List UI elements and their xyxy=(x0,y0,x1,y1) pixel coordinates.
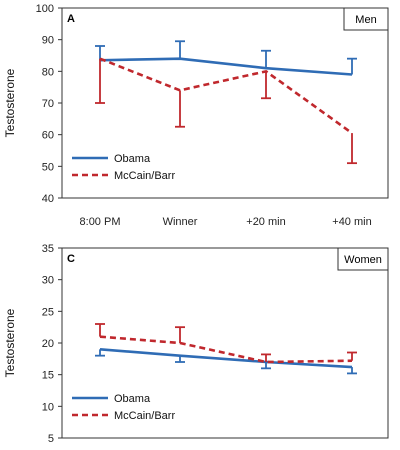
y-tick-label: 20 xyxy=(42,338,54,350)
series-obama xyxy=(95,40,357,76)
panel-tag: Men xyxy=(355,14,376,26)
plot-frame xyxy=(61,7,389,199)
x-tick-label: 8:00 PM xyxy=(80,216,121,228)
y-axis-title: Testosterone xyxy=(3,68,17,137)
x-tick-label: Winner xyxy=(163,216,198,228)
y-tick-label: 40 xyxy=(42,193,54,205)
y-axis-title: Testosterone xyxy=(3,308,17,377)
series-obama xyxy=(95,348,357,375)
series-line xyxy=(99,348,353,369)
legend: Obama McCain/Barr xyxy=(72,153,175,182)
panel-letter: A xyxy=(67,13,75,25)
y-tick-label: 70 xyxy=(42,98,54,110)
x-tick-label: +40 min xyxy=(332,216,371,228)
chart-panel-c: 5 10 15 20 25 30 35 Testosterone Obama McCain/Bar… xyxy=(3,243,389,445)
y-tick-label: 25 xyxy=(42,306,54,318)
series-line xyxy=(99,57,353,135)
y-tick-label: 80 xyxy=(42,66,54,78)
y-tick-label: 30 xyxy=(42,275,54,287)
y-tick-label: 50 xyxy=(42,161,54,173)
y-tick-label: 35 xyxy=(42,243,54,255)
legend-label: McCain/Barr xyxy=(114,410,175,422)
panel-tag: Women xyxy=(344,254,382,266)
legend: Obama McCain/Barr xyxy=(72,393,175,422)
panel-tag-box xyxy=(343,7,389,31)
y-tick-label: 10 xyxy=(42,401,54,413)
y-tick-label: 100 xyxy=(36,3,54,15)
y-tick-label: 5 xyxy=(48,433,54,445)
y-tick-label: 15 xyxy=(42,370,54,382)
legend-label: Obama xyxy=(114,153,151,165)
panel-tag-box xyxy=(337,247,389,271)
series-mccain-barr xyxy=(95,323,357,364)
legend-label: Obama xyxy=(114,393,151,405)
legend-label: McCain/Barr xyxy=(114,170,175,182)
y-tick-label: 90 xyxy=(42,35,54,47)
panel-letter: C xyxy=(67,253,75,265)
plot-frame xyxy=(61,247,389,439)
x-tick-label: +20 min xyxy=(246,216,285,228)
y-tick-label: 60 xyxy=(42,130,54,142)
series-line xyxy=(99,335,353,364)
series-line xyxy=(99,57,353,76)
series-mccain-barr xyxy=(95,57,357,165)
chart-panel-a: 40 50 60 70 80 90 100 Testosterone 8:00 PM Winner… xyxy=(3,3,389,228)
